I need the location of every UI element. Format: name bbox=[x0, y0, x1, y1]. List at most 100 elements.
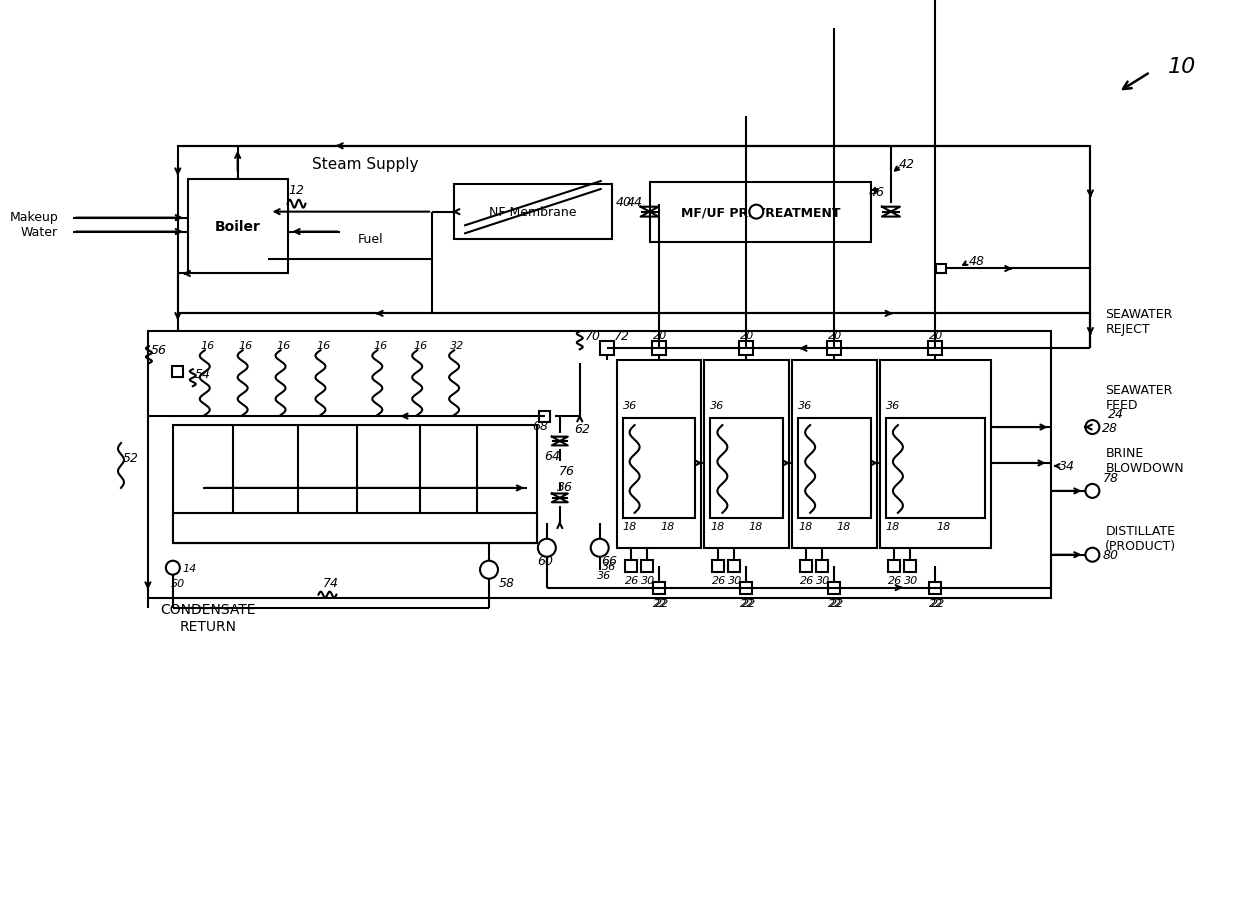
Text: 78: 78 bbox=[1102, 472, 1118, 485]
Text: 18: 18 bbox=[661, 521, 675, 531]
Text: 40: 40 bbox=[616, 196, 631, 209]
Text: 22: 22 bbox=[828, 598, 842, 608]
Text: SEAWATER
REJECT: SEAWATER REJECT bbox=[1105, 308, 1173, 336]
Text: CONDENSATE
RETURN: CONDENSATE RETURN bbox=[160, 603, 255, 633]
Text: 16: 16 bbox=[238, 341, 253, 351]
Text: 18: 18 bbox=[885, 521, 900, 531]
Text: 36: 36 bbox=[557, 481, 573, 494]
Text: 20: 20 bbox=[828, 330, 842, 341]
Text: 22: 22 bbox=[655, 598, 668, 608]
Text: 22: 22 bbox=[830, 598, 844, 608]
Text: 16: 16 bbox=[277, 341, 291, 351]
Bar bbox=[904, 560, 916, 572]
Text: 80: 80 bbox=[1102, 549, 1118, 562]
Text: BRINE
BLOWDOWN: BRINE BLOWDOWN bbox=[1105, 446, 1184, 474]
Text: 22: 22 bbox=[740, 598, 755, 608]
Text: 36: 36 bbox=[885, 401, 900, 411]
Text: 20: 20 bbox=[929, 330, 944, 341]
Text: 24: 24 bbox=[1109, 407, 1125, 420]
Text: 32: 32 bbox=[450, 341, 464, 351]
Text: 18: 18 bbox=[836, 521, 851, 531]
Text: 22: 22 bbox=[652, 598, 667, 608]
Bar bbox=[641, 560, 652, 572]
Circle shape bbox=[480, 561, 498, 579]
Bar bbox=[177, 146, 1090, 314]
Text: 72: 72 bbox=[614, 330, 630, 342]
Text: 14: 14 bbox=[182, 563, 197, 573]
Text: 68: 68 bbox=[532, 419, 548, 433]
Bar bbox=[936, 265, 946, 275]
Bar bbox=[713, 560, 724, 572]
Text: 30: 30 bbox=[816, 575, 831, 585]
Bar bbox=[929, 582, 941, 594]
Bar bbox=[885, 419, 985, 518]
Circle shape bbox=[749, 205, 764, 219]
Text: NF Membrane: NF Membrane bbox=[489, 205, 577, 219]
Text: 66: 66 bbox=[601, 554, 618, 568]
Text: SEAWATER
FEED: SEAWATER FEED bbox=[1105, 384, 1173, 412]
Text: 46: 46 bbox=[869, 186, 885, 199]
Bar bbox=[172, 425, 537, 543]
Bar bbox=[650, 182, 870, 242]
Text: 76: 76 bbox=[559, 465, 575, 478]
Bar bbox=[799, 419, 870, 518]
Bar bbox=[792, 361, 877, 548]
Text: 10: 10 bbox=[1168, 57, 1197, 77]
Bar bbox=[704, 361, 789, 548]
Text: 26: 26 bbox=[888, 575, 903, 585]
Text: 12: 12 bbox=[289, 184, 305, 197]
Text: Steam Supply: Steam Supply bbox=[312, 157, 419, 172]
Text: 62: 62 bbox=[574, 422, 590, 435]
Bar bbox=[728, 560, 740, 572]
Text: 36: 36 bbox=[596, 570, 611, 580]
Bar bbox=[539, 411, 551, 422]
Text: MF/UF PRETREATMENT: MF/UF PRETREATMENT bbox=[681, 206, 839, 219]
Text: 54: 54 bbox=[195, 368, 211, 380]
Text: 34: 34 bbox=[1059, 460, 1075, 473]
Bar bbox=[625, 560, 636, 572]
Text: 30: 30 bbox=[641, 575, 655, 585]
Bar bbox=[711, 419, 784, 518]
Bar bbox=[800, 560, 812, 572]
Bar bbox=[739, 342, 753, 356]
Bar bbox=[187, 180, 288, 275]
Bar bbox=[888, 560, 900, 572]
Text: 50: 50 bbox=[171, 578, 185, 588]
Bar bbox=[652, 582, 665, 594]
Text: 22: 22 bbox=[931, 598, 945, 608]
Bar bbox=[616, 361, 702, 548]
Text: DISTILLATE
(PRODUCT): DISTILLATE (PRODUCT) bbox=[1105, 524, 1177, 552]
Text: 42: 42 bbox=[899, 158, 915, 171]
Circle shape bbox=[1085, 548, 1100, 562]
Text: Makeup
Water: Makeup Water bbox=[10, 210, 58, 238]
Text: 26: 26 bbox=[625, 575, 639, 585]
Bar bbox=[454, 184, 611, 239]
Circle shape bbox=[166, 561, 180, 575]
Text: Boiler: Boiler bbox=[215, 219, 260, 234]
Text: 26: 26 bbox=[800, 575, 815, 585]
Text: 30: 30 bbox=[728, 575, 743, 585]
Text: 16: 16 bbox=[373, 341, 388, 351]
Text: 18: 18 bbox=[711, 521, 724, 531]
Text: 20: 20 bbox=[652, 330, 667, 341]
Circle shape bbox=[1085, 484, 1100, 498]
Text: 18: 18 bbox=[799, 521, 812, 531]
Bar bbox=[880, 361, 991, 548]
Bar bbox=[816, 560, 828, 572]
Circle shape bbox=[590, 539, 609, 557]
Text: 36: 36 bbox=[711, 401, 724, 411]
Text: 30: 30 bbox=[904, 575, 918, 585]
Bar bbox=[600, 342, 614, 356]
Text: 44: 44 bbox=[626, 196, 642, 209]
Text: 22: 22 bbox=[929, 598, 944, 608]
Text: 26: 26 bbox=[713, 575, 727, 585]
Bar bbox=[928, 342, 942, 356]
Bar bbox=[622, 419, 696, 518]
Text: 18: 18 bbox=[748, 521, 763, 531]
Text: 74: 74 bbox=[322, 576, 339, 590]
Text: 28: 28 bbox=[1102, 421, 1118, 434]
Bar bbox=[827, 342, 841, 356]
Bar bbox=[148, 332, 1050, 598]
Text: 52: 52 bbox=[123, 452, 139, 465]
Text: 64: 64 bbox=[544, 450, 559, 463]
